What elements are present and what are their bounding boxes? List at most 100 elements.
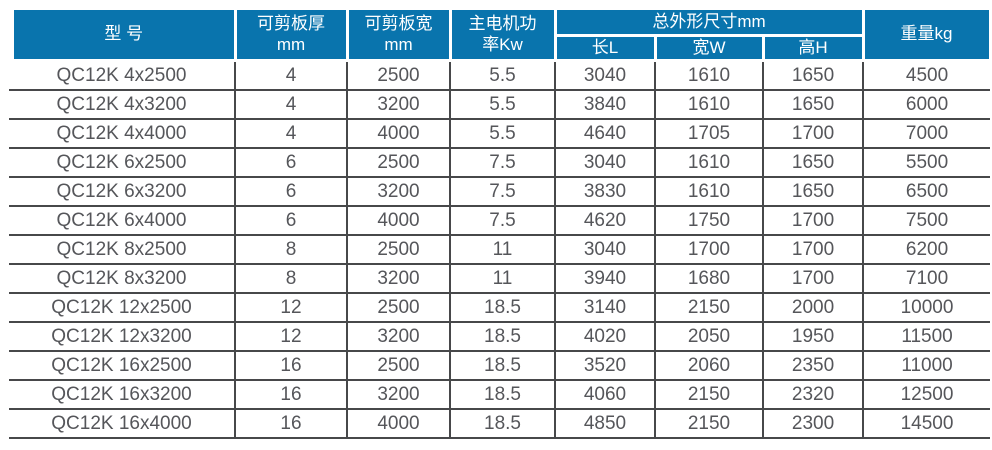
table-cell: 14500 <box>862 408 991 439</box>
table-cell: 2320 <box>761 379 865 410</box>
table-cell: QC12K 6x2500 <box>9 147 236 178</box>
table-cell: 4 <box>234 60 348 91</box>
table-row: QC12K 4x4000 4 4000 5.5 4640 1705 1700 7000 <box>9 118 991 149</box>
table-row: QC12K 16x2500 16 2500 18.5 3520 2060 2350 11000 <box>9 350 991 381</box>
table-cell: 3040 <box>554 60 656 91</box>
table-cell: 3200 <box>346 263 451 294</box>
table-body: QC12K 4x2500 4 2500 5.5 3040 1610 1650 4500 QC12… <box>9 60 991 439</box>
table-cell: 2150 <box>654 408 764 439</box>
table-cell: 18.5 <box>449 292 556 323</box>
table-cell: 1610 <box>654 176 764 207</box>
table-cell: 1610 <box>654 60 764 91</box>
table-cell: 1700 <box>761 234 865 265</box>
table-cell: 4 <box>234 118 348 149</box>
table-cell: 6 <box>234 176 348 207</box>
table-cell: 6 <box>234 147 348 178</box>
table-cell: QC12K 16x4000 <box>9 408 236 439</box>
table-cell: 11 <box>449 263 556 294</box>
table-row: QC12K 8x3200 8 3200 11 3940 1680 1700 7100 <box>9 263 991 294</box>
table-cell: QC12K 12x2500 <box>9 292 236 323</box>
table-cell: 1680 <box>654 263 764 294</box>
table-cell: 1700 <box>761 263 865 294</box>
table-cell: 7.5 <box>449 205 556 236</box>
table-cell: 4620 <box>554 205 656 236</box>
table-row: QC12K 4x2500 4 2500 5.5 3040 1610 1650 4500 <box>9 60 991 91</box>
table-cell: 3040 <box>554 147 656 178</box>
table-cell: 4500 <box>862 60 991 91</box>
table-cell: 16 <box>234 350 348 381</box>
header-row-group: 型 号 可剪板厚 mm 可剪板宽 mm 主电机功 率Kw 总外形尺寸mm 重量k… <box>4 7 992 62</box>
table-cell: 12 <box>234 321 348 352</box>
table-row: QC12K 12x2500 12 2500 18.5 3140 2150 2000 10000 <box>9 292 991 323</box>
table-cell: 8 <box>234 263 348 294</box>
table-row: QC12K 12x3200 12 3200 18.5 4020 2050 1950 11500 <box>9 321 991 352</box>
table-cell: 12 <box>234 292 348 323</box>
table-cell: 1950 <box>761 321 865 352</box>
table-cell: 4640 <box>554 118 656 149</box>
table-cell: 7.5 <box>449 176 556 207</box>
table-cell: 4850 <box>554 408 656 439</box>
table-row: QC12K 8x2500 8 2500 11 3040 1700 1700 6200 <box>9 234 991 265</box>
table-cell: 2500 <box>346 147 451 178</box>
table-cell: 5.5 <box>449 60 556 91</box>
table-cell: 11 <box>449 234 556 265</box>
table-cell: 2060 <box>654 350 764 381</box>
table-cell: 16 <box>234 379 348 410</box>
col-header-length: 长L <box>553 34 657 62</box>
table-cell: 6200 <box>862 234 991 265</box>
table-cell: 5500 <box>862 147 991 178</box>
col-header-overall-dimensions: 总外形尺寸mm <box>553 7 865 37</box>
table-cell: 7000 <box>862 118 991 149</box>
table-cell: QC12K 16x2500 <box>9 350 236 381</box>
table-cell: 1700 <box>654 234 764 265</box>
table-cell: 6000 <box>862 89 991 120</box>
table-cell: QC12K 12x3200 <box>9 321 236 352</box>
table-cell: 1650 <box>761 60 865 91</box>
table-cell: 3040 <box>554 234 656 265</box>
table-cell: 3830 <box>554 176 656 207</box>
table-row: QC12K 4x3200 4 3200 5.5 3840 1610 1650 6000 <box>9 89 991 120</box>
table-cell: 2150 <box>654 292 764 323</box>
table-cell: 1705 <box>654 118 764 149</box>
spec-table: 型 号 可剪板厚 mm 可剪板宽 mm 主电机功 率Kw 总外形尺寸mm 重量k… <box>4 7 992 439</box>
table-cell: 3940 <box>554 263 656 294</box>
col-header-height: 高H <box>761 34 865 62</box>
table-cell: 4020 <box>554 321 656 352</box>
table-cell: 3520 <box>554 350 656 381</box>
col-header-weight: 重量kg <box>861 7 992 62</box>
table-cell: 1700 <box>761 118 865 149</box>
table-row: QC12K 6x3200 6 3200 7.5 3830 1610 1650 6500 <box>9 176 991 207</box>
table-cell: QC12K 6x3200 <box>9 176 236 207</box>
table-cell: 3200 <box>346 379 451 410</box>
table-cell: 1610 <box>654 89 764 120</box>
table-cell: QC12K 8x2500 <box>9 234 236 265</box>
table-cell: 2150 <box>654 379 764 410</box>
table-cell: 2500 <box>346 60 451 91</box>
table-cell: 16 <box>234 408 348 439</box>
col-header-thickness: 可剪板厚 mm <box>233 7 349 62</box>
table-cell: 2050 <box>654 321 764 352</box>
table-cell: 7500 <box>862 205 991 236</box>
table-cell: 1610 <box>654 147 764 178</box>
table-cell: QC12K 4x3200 <box>9 89 236 120</box>
table-row: QC12K 6x2500 6 2500 7.5 3040 1610 1650 5500 <box>9 147 991 178</box>
table-cell: 1650 <box>761 89 865 120</box>
col-header-motor-power: 主电机功 率Kw <box>448 7 557 62</box>
table-header: 型 号 可剪板厚 mm 可剪板宽 mm 主电机功 率Kw 总外形尺寸mm 重量k… <box>4 7 992 62</box>
table-cell: 4000 <box>346 205 451 236</box>
table-cell: 11500 <box>862 321 991 352</box>
table-cell: 8 <box>234 234 348 265</box>
table-cell: 2300 <box>761 408 865 439</box>
table-cell: 18.5 <box>449 350 556 381</box>
table-cell: 3140 <box>554 292 656 323</box>
table-row: QC12K 16x4000 16 4000 18.5 4850 2150 2300 14500 <box>9 408 991 439</box>
header-row-sub: 长L 宽W 高H <box>9 34 990 62</box>
table-cell: 1750 <box>654 205 764 236</box>
table-cell: 4000 <box>346 118 451 149</box>
table-cell: QC12K 4x4000 <box>9 118 236 149</box>
table-cell: 5.5 <box>449 89 556 120</box>
table-cell: 3200 <box>346 321 451 352</box>
table-cell: 1700 <box>761 205 865 236</box>
table-cell: 5.5 <box>449 118 556 149</box>
table-cell: 11000 <box>862 350 991 381</box>
